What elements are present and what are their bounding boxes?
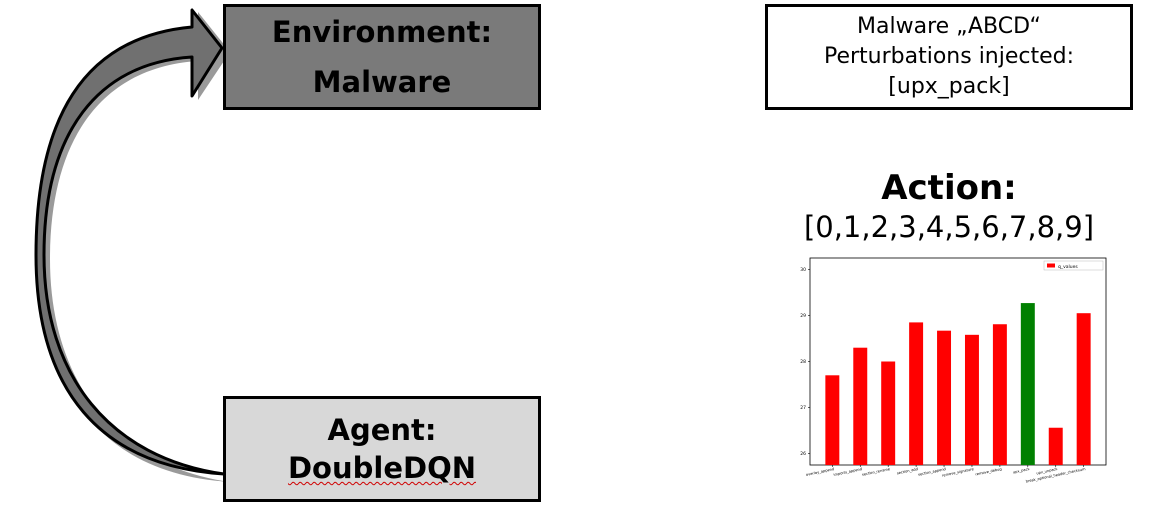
perturbations-label: Perturbations injected:	[823, 44, 1075, 69]
feedback-arrow-shape	[34, 8, 226, 476]
y-tick-label: 26	[800, 451, 806, 457]
legend-frame	[1043, 260, 1104, 271]
bar-remove-debug	[992, 324, 1007, 465]
bar-imports-append	[853, 347, 868, 465]
x-tick-label: remove_debug	[975, 467, 1002, 476]
bar-upx-unpack	[1048, 427, 1063, 465]
agent-box: Agent: DoubleDQN	[223, 396, 541, 502]
bar-overlay-append	[825, 375, 840, 465]
y-tick-label: 28	[800, 359, 806, 365]
perturbation-info-box: Malware „ABCD“ Perturbations injected: […	[765, 4, 1133, 110]
y-tick-label: 27	[800, 405, 806, 411]
x-tick-label: remove_signature	[942, 467, 975, 478]
environment-label: Environment:	[271, 15, 493, 49]
agent-label: Agent:	[327, 413, 437, 447]
y-tick-label: 29	[800, 313, 806, 319]
bar-remove-signature	[964, 334, 979, 465]
legend: q_values	[1043, 260, 1104, 271]
feedback-arrow	[34, 8, 230, 482]
bar-break-optional-header-checksum	[1076, 313, 1091, 465]
bar-section-append	[937, 330, 952, 465]
environment-value: Malware	[312, 65, 452, 99]
x-tick-label: imports_append	[833, 467, 862, 477]
perturbations-list: [upx_pack]	[888, 74, 1010, 99]
environment-box: Environment: Malware	[223, 4, 541, 110]
action-list: [0,1,2,3,4,5,6,7,8,9]	[803, 210, 1095, 244]
agent-value: DoubleDQN	[287, 451, 476, 485]
x-tick-label: upx_pack	[1013, 467, 1031, 475]
legend-label: q_values	[1058, 264, 1078, 270]
legend-swatch	[1047, 263, 1055, 268]
bar-section-add	[909, 322, 924, 465]
y-axis: 26 27 28 29 30	[800, 267, 810, 457]
bars	[825, 303, 1091, 465]
malware-name: Malware „ABCD“	[857, 14, 1041, 39]
x-tick-label: upx_unpack	[1036, 467, 1059, 476]
x-tick-label: overlay_append	[806, 467, 835, 477]
bar-upx-pack	[1020, 303, 1035, 465]
x-tick-label: section_append	[918, 467, 946, 477]
x-tick-label: section_rename	[862, 467, 892, 477]
x-tick-label: section_add	[896, 467, 918, 475]
action-title: Action:	[881, 168, 1017, 208]
bar-section-rename	[881, 361, 896, 465]
y-tick-label: 30	[800, 267, 806, 273]
